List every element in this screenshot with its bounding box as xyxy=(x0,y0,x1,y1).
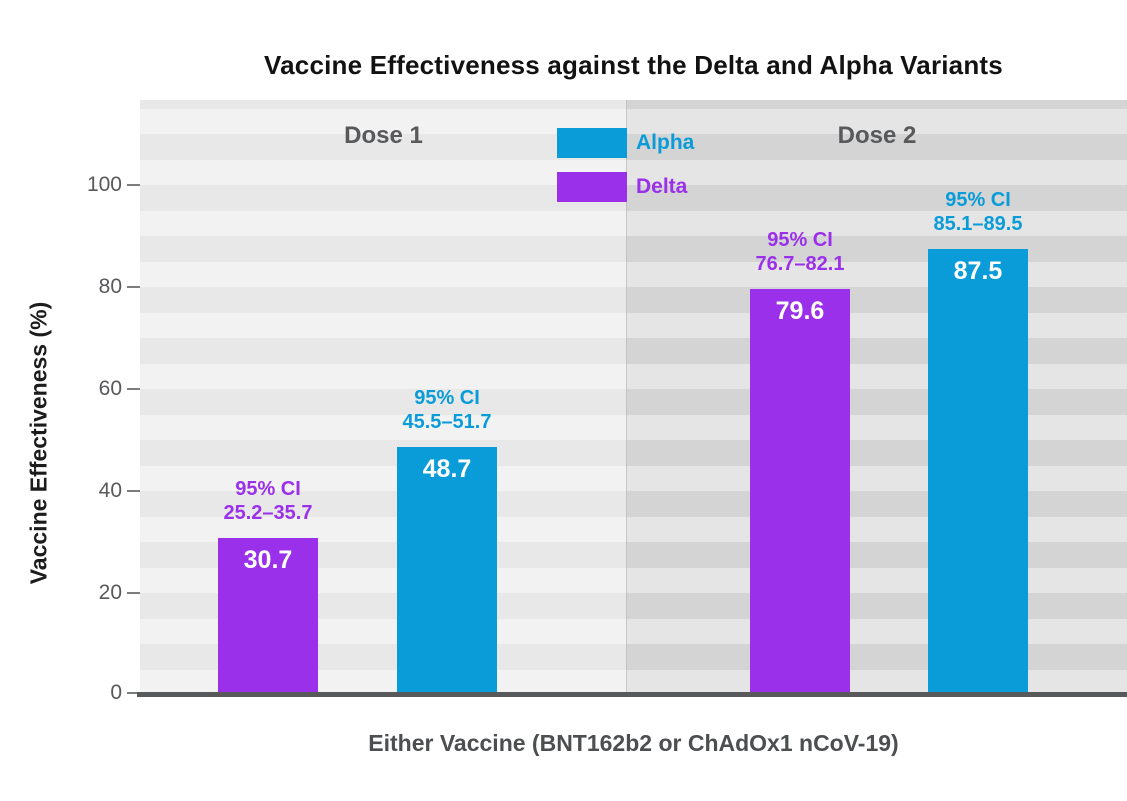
panel-divider xyxy=(626,100,627,695)
bar-value-label-dose1-delta: 30.7 xyxy=(243,546,293,575)
bar-value-label-dose1-alpha: 48.7 xyxy=(422,454,472,483)
legend-swatch-delta xyxy=(557,172,627,202)
y-tick-mark xyxy=(127,490,140,492)
ci-range: 85.1–89.5 xyxy=(933,212,1023,235)
y-tick-label-60: 60 xyxy=(98,377,122,400)
panel-dose2-background xyxy=(627,100,1127,695)
y-tick-mark xyxy=(127,184,140,186)
x-axis-label: Either Vaccine (BNT162b2 or ChAdOx1 nCoV… xyxy=(368,730,899,756)
ci-label-dose2-alpha: 95% CI 85.1–89.5 xyxy=(878,188,1078,236)
ci-label-dose1-alpha: 95% CI 45.5–51.7 xyxy=(347,386,547,434)
y-tick-label-0: 0 xyxy=(110,681,122,704)
ci-range: 25.2–35.7 xyxy=(223,502,313,525)
legend-label-alpha: Alpha xyxy=(636,131,695,154)
panel-dose2-label: Dose 2 xyxy=(837,122,917,149)
chart-title: Vaccine Effectiveness against the Delta … xyxy=(264,50,1003,80)
ci-range: 76.7–82.1 xyxy=(755,253,845,276)
legend-label-delta: Delta xyxy=(636,175,688,198)
y-tick-mark xyxy=(127,286,140,288)
bar-dose1-delta: 30.7 xyxy=(218,538,318,695)
ci-heading: 95% CI xyxy=(767,229,833,252)
bar-dose1-alpha: 48.7 xyxy=(397,446,497,695)
y-tick-mark xyxy=(127,388,140,390)
ci-heading: 95% CI xyxy=(414,386,480,409)
bar-dose2-delta: 79.6 xyxy=(750,289,850,695)
plot-area: Dose 1 Dose 2 Alpha Delta 95% CI 25.2–35… xyxy=(137,100,1127,697)
ci-label-dose1-delta: 95% CI 25.2–35.7 xyxy=(168,477,368,525)
panel-dose1-label: Dose 1 xyxy=(344,122,423,149)
bar-value-label-dose2-delta: 79.6 xyxy=(775,297,825,326)
legend-item-delta: Delta xyxy=(557,172,694,202)
y-axis-label: Vaccine Effectiveness (%) xyxy=(25,301,52,585)
ci-label-dose2-delta: 95% CI 76.7–82.1 xyxy=(700,228,900,276)
bar-value-label-dose2-alpha: 87.5 xyxy=(953,256,1003,285)
x-axis-line xyxy=(137,692,1127,697)
ci-heading: 95% CI xyxy=(945,188,1011,211)
y-tick-mark xyxy=(127,692,140,694)
y-tick-label-80: 80 xyxy=(98,275,122,298)
bar-dose2-alpha: 87.5 xyxy=(928,248,1028,695)
y-tick-label-20: 20 xyxy=(98,581,122,604)
legend: Alpha Delta xyxy=(557,128,694,216)
y-tick-label-100: 100 xyxy=(86,173,122,196)
y-tick-mark xyxy=(127,592,140,594)
y-tick-label-40: 40 xyxy=(98,479,122,502)
legend-item-alpha: Alpha xyxy=(557,128,694,158)
legend-swatch-alpha xyxy=(557,128,627,158)
ci-heading: 95% CI xyxy=(235,478,301,501)
ci-range: 45.5–51.7 xyxy=(402,410,492,433)
